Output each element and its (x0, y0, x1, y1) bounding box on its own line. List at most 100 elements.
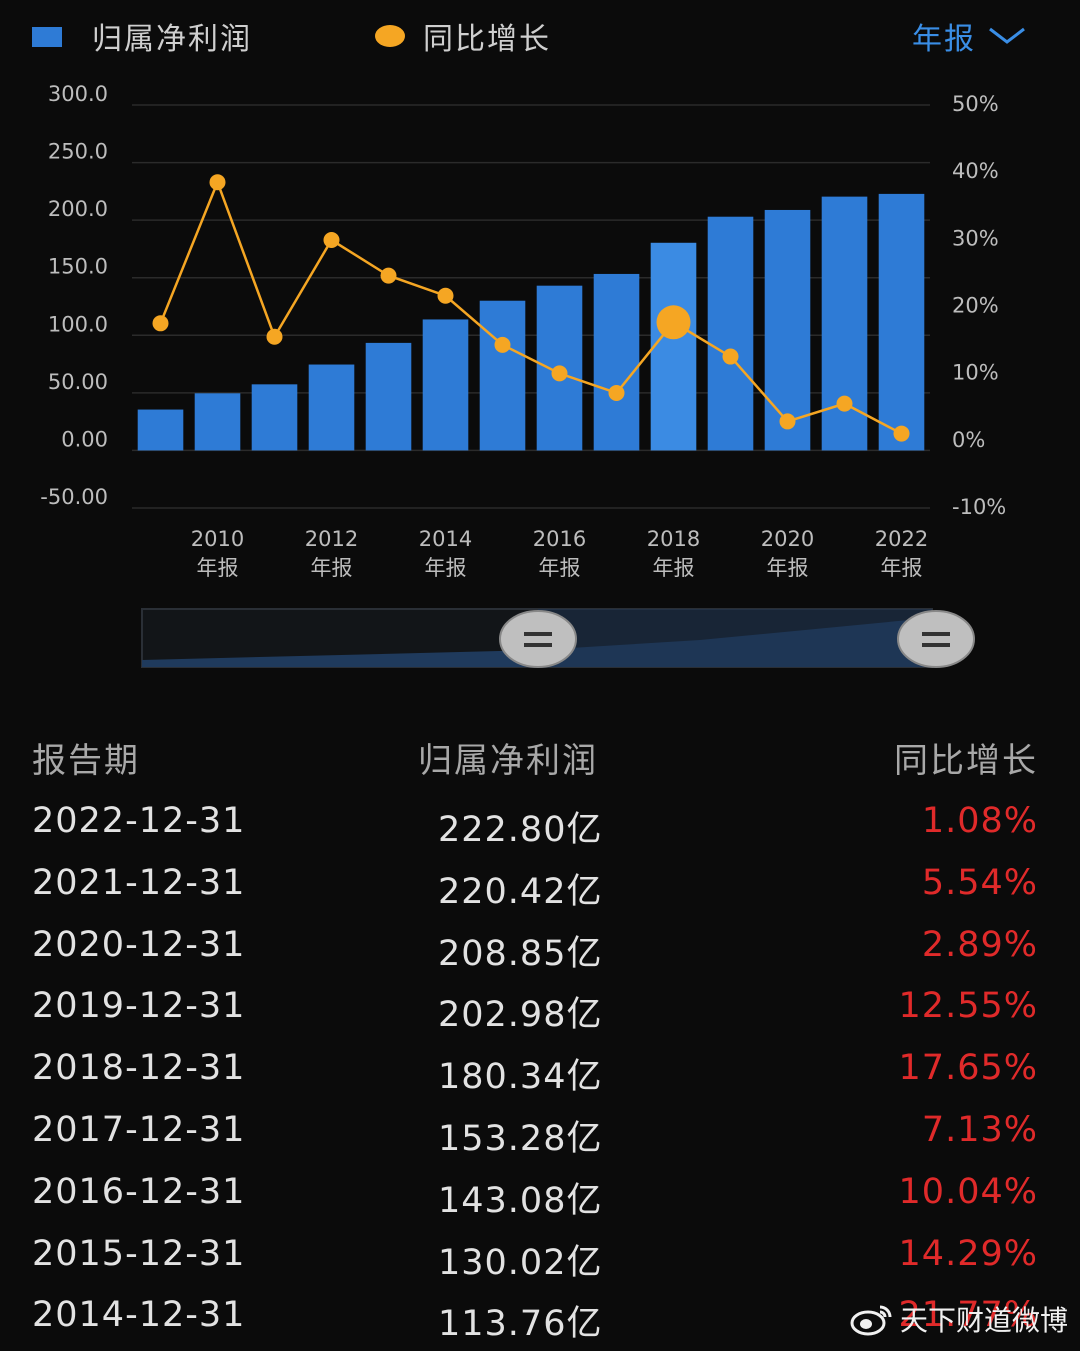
cell-report-date: 2018-12-31 (32, 1048, 246, 1089)
left-axis-tick: 150.0 (48, 255, 108, 279)
bar[interactable] (194, 393, 241, 451)
bar[interactable] (707, 216, 754, 451)
x-tick-year: 2018 (647, 527, 700, 551)
left-axis-tick: 300.0 (48, 82, 108, 106)
right-axis-tick: 50% (952, 92, 999, 116)
bar[interactable] (878, 193, 925, 451)
chart-bars (137, 193, 925, 451)
period-selector[interactable]: 年报 (912, 14, 1026, 58)
growth-point[interactable] (656, 305, 691, 340)
left-axis-tick: 250.0 (48, 140, 108, 164)
cell-yoy-growth: 1.08% (921, 801, 1038, 841)
left-axis-tick: 200.0 (48, 197, 108, 221)
table-row[interactable]: 2020-12-31 208.85亿 2.89% (0, 919, 1080, 981)
table-row[interactable]: 2016-12-31 143.08亿 10.04% (0, 1166, 1080, 1228)
period-selector-label: 年报 (912, 22, 976, 57)
growth-point[interactable] (779, 413, 796, 430)
table-row[interactable]: 2018-12-31 180.34亿 17.65% (0, 1042, 1080, 1104)
table-header: 报告期 归属净利润 同比增长 (0, 725, 1080, 795)
header-net-profit: 归属净利润 (418, 741, 598, 781)
cell-net-profit: 180.34亿 (438, 1057, 603, 1098)
growth-point[interactable] (836, 395, 853, 412)
bar[interactable] (593, 273, 640, 451)
cell-yoy-growth: 17.65% (898, 1048, 1038, 1089)
x-tick-year: 2020 (761, 527, 814, 551)
x-tick-suffix: 年报 (425, 556, 467, 580)
table-row[interactable]: 2014-12-31 113.76亿 21.77% (0, 1289, 1080, 1351)
cell-net-profit: 202.98亿 (438, 995, 603, 1036)
growth-point[interactable] (722, 348, 739, 365)
x-tick-suffix: 年报 (881, 556, 923, 580)
right-axis-tick: 0% (952, 428, 985, 452)
growth-point[interactable] (209, 174, 226, 191)
bar[interactable] (764, 209, 811, 451)
bar[interactable] (137, 409, 184, 451)
cell-net-profit: 143.08亿 (438, 1180, 603, 1221)
cell-report-date: 2015-12-31 (32, 1233, 246, 1274)
cell-yoy-growth: 10.04% (898, 1171, 1038, 1212)
growth-line (159, 178, 903, 435)
left-axis-tick: -50.00 (40, 485, 108, 509)
bar[interactable] (422, 319, 469, 451)
header-report-period: 报告期 (32, 741, 140, 781)
x-axis-ticks: 2010 年报 2012 年报 2014 年报 2016 年报 2018 年报 2020 年报 2022… (191, 527, 928, 580)
growth-point[interactable] (437, 287, 454, 304)
left-axis-tick: 0.00 (61, 427, 108, 451)
bar-legend-label: 归属净利润 (92, 22, 252, 57)
cell-report-date: 2014-12-31 (32, 1295, 246, 1336)
growth-point[interactable] (893, 425, 910, 442)
table-row[interactable]: 2017-12-31 153.28亿 7.13% (0, 1104, 1080, 1166)
cell-net-profit: 220.42亿 (438, 871, 603, 912)
chart-growth-line (152, 174, 910, 442)
bar[interactable] (650, 242, 697, 451)
line-legend-swatch (375, 25, 405, 47)
table-row[interactable]: 2021-12-31 220.42亿 5.54% (0, 857, 1080, 919)
weibo-logo-icon (850, 1305, 892, 1336)
cell-report-date: 2019-12-31 (32, 986, 246, 1027)
cell-report-date: 2022-12-31 (32, 801, 246, 841)
growth-point[interactable] (152, 315, 169, 332)
x-tick-year: 2012 (305, 527, 358, 551)
cell-report-date: 2021-12-31 (32, 862, 246, 903)
slider-right-handle[interactable] (897, 610, 975, 668)
growth-point[interactable] (551, 365, 568, 382)
cell-yoy-growth: 5.54% (921, 862, 1038, 903)
x-tick-suffix: 年报 (653, 556, 695, 580)
growth-point[interactable] (380, 267, 397, 284)
x-tick-suffix: 年报 (311, 556, 353, 580)
watermark-text: 天下财道微博 (899, 1304, 1068, 1337)
x-tick-suffix: 年报 (197, 556, 239, 580)
growth-point[interactable] (494, 336, 511, 353)
right-axis-tick: 10% (952, 361, 999, 385)
header-yoy-growth: 同比增长 (894, 741, 1038, 781)
x-tick-year: 2022 (875, 527, 928, 551)
right-axis-tick: 40% (952, 159, 999, 183)
slider-left-handle[interactable] (499, 610, 577, 668)
cell-yoy-growth: 2.89% (921, 924, 1038, 965)
line-legend-label: 同比增长 (423, 22, 551, 57)
chevron-down-icon (989, 27, 1025, 44)
bar[interactable] (251, 384, 298, 451)
growth-point[interactable] (266, 328, 283, 345)
x-tick-suffix: 年报 (767, 556, 809, 580)
growth-point[interactable] (608, 384, 625, 401)
cell-yoy-growth: 7.13% (921, 1109, 1038, 1150)
right-axis-tick: -10% (952, 495, 1006, 519)
growth-point[interactable] (323, 232, 340, 249)
x-tick-year: 2016 (533, 527, 586, 551)
cell-net-profit: 208.85亿 (438, 933, 603, 974)
range-slider[interactable] (141, 608, 975, 668)
right-axis-tick: 20% (952, 294, 999, 318)
bar-legend-swatch (32, 27, 62, 47)
bar[interactable] (479, 300, 526, 451)
bar[interactable] (365, 342, 412, 451)
right-axis-tick: 30% (952, 226, 999, 250)
table-row[interactable]: 2022-12-31 222.80亿 1.08% (0, 795, 1080, 857)
cell-yoy-growth: 14.29% (898, 1233, 1038, 1274)
cell-yoy-growth: 12.55% (898, 986, 1038, 1027)
bar[interactable] (308, 364, 355, 451)
cell-report-date: 2020-12-31 (32, 924, 246, 965)
table-row[interactable]: 2019-12-31 202.98亿 12.55% (0, 980, 1080, 1042)
table-row[interactable]: 2015-12-31 130.02亿 14.29% (0, 1228, 1080, 1290)
x-tick-year: 2010 (191, 527, 244, 551)
